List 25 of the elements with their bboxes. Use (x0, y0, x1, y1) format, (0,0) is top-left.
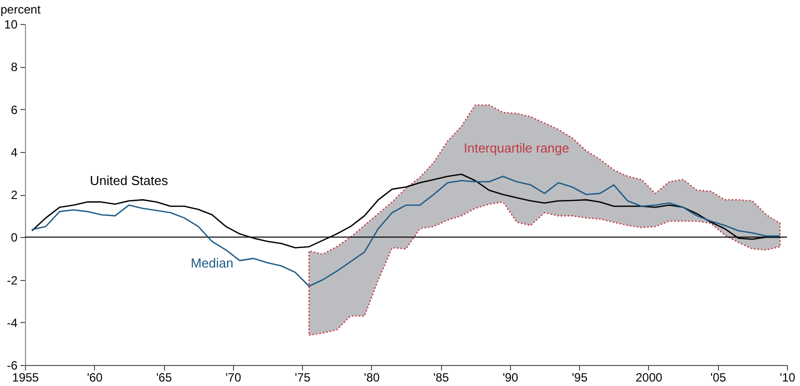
y-axis-title: percent (0, 2, 42, 16)
x-tick-label: '85 (433, 370, 450, 384)
x-tick-label: '05 (710, 370, 726, 384)
y-tick-label: 4 (10, 145, 18, 160)
annotation: Interquartile range (464, 140, 570, 156)
x-tick-label: '65 (156, 370, 172, 384)
x-tick-label: '70 (226, 370, 242, 384)
x-tick-label: '90 (502, 370, 519, 384)
y-tick-label: -6 (6, 358, 18, 372)
y-tick-label: -4 (6, 316, 18, 330)
x-tick-label: '95 (572, 370, 588, 384)
x-tick-label: '75 (294, 370, 311, 384)
x-tick-label: 2000 (636, 370, 663, 384)
x-tick-label: '80 (364, 370, 380, 384)
series-label: United States (90, 172, 168, 188)
x-tick-label: '60 (86, 370, 103, 384)
series-label: Median (190, 255, 234, 270)
x-tick-label: '10 (780, 370, 796, 384)
y-tick-label: 6 (10, 102, 18, 117)
x-tick-label: 1955 (12, 370, 40, 384)
y-tick-label: 10 (4, 18, 18, 32)
y-tick-label: 8 (10, 60, 18, 74)
y-tick-label: 2 (10, 188, 18, 202)
y-tick-label: 0 (10, 230, 18, 245)
y-tick-label: -2 (6, 273, 18, 288)
